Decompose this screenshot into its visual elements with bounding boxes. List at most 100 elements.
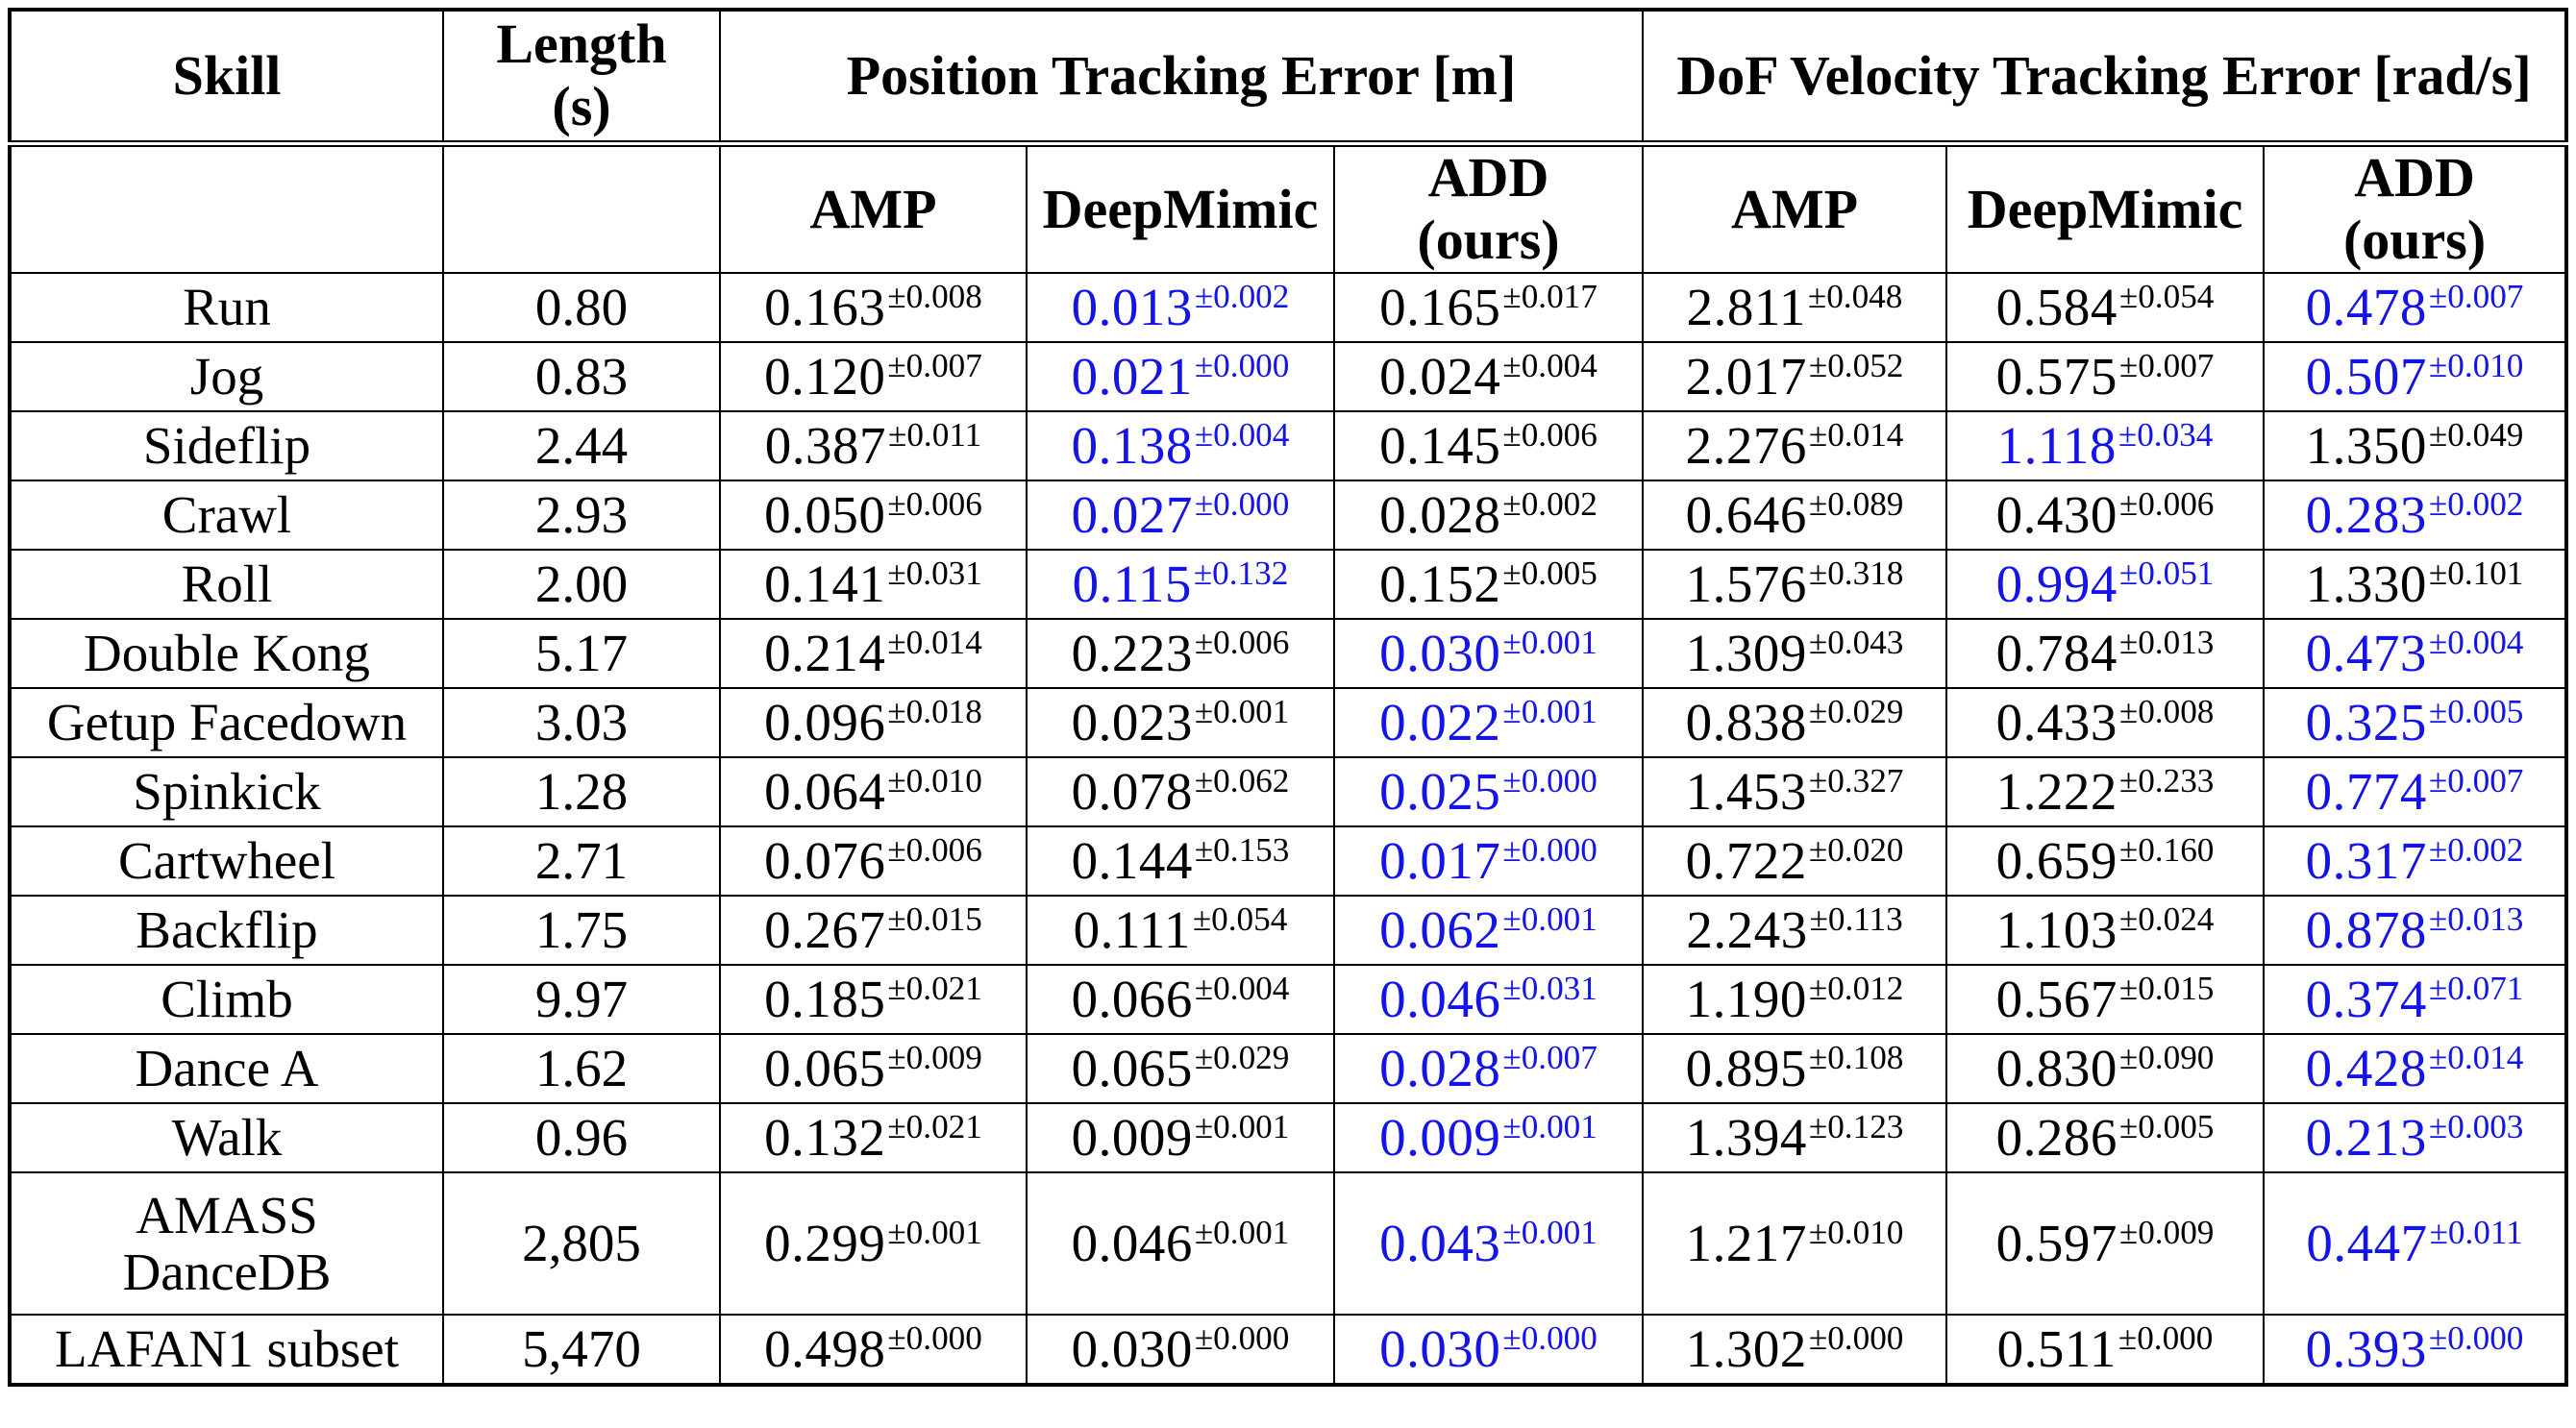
header-vel-add-line1: ADD [2354,146,2475,209]
value-stddev: ±0.004 [1194,970,1290,1007]
value-number: 0.646 [1685,485,1807,545]
value-stddev: ±0.006 [2118,485,2215,523]
value-stddev: ±0.006 [887,831,982,869]
cell-vel-amp: 2.276±0.014 [1642,410,1948,481]
cell-pos-amp: 0.050±0.006 [719,480,1028,551]
value-stddev: ±0.004 [2428,624,2524,661]
value-number: 0.267 [764,900,886,960]
value-number: 0.013 [1071,278,1193,337]
value-number: 1.330 [2305,554,2427,614]
header-vel-add-line2: (ours) [2342,209,2487,271]
value-number: 0.078 [1071,762,1193,822]
cell-pos-amp: 0.498±0.000 [719,1314,1028,1386]
cell-vel-amp: 1.302±0.000 [1642,1314,1948,1386]
cell-vel-deepmimic: 1.103±0.024 [1945,895,2266,966]
value-stddev: ±0.004 [1194,416,1290,454]
value-number: 0.511 [1996,1319,2117,1379]
cell-pos-amp: 0.065±0.009 [719,1033,1028,1104]
header-pos-amp: AMP [719,142,1028,274]
header-skill: Skill [9,9,444,147]
value-stddev: ±0.031 [1502,970,1598,1007]
cell-vel-amp: 2.017±0.052 [1642,341,1948,412]
cell-vel-add: 0.374±0.071 [2263,964,2568,1035]
value-number: 0.017 [1379,831,1501,891]
value-stddev: ±0.006 [887,485,982,523]
header-pos-add-line1: ADD [1427,146,1549,209]
cell-pos-add: 0.028±0.002 [1332,480,1645,551]
table-row: AMASS DanceDB 2,805 0.299±0.001 0.046±0.… [9,1171,2568,1316]
value-stddev: ±0.010 [887,762,982,800]
value-number: 0.009 [1379,1108,1501,1168]
value-stddev: ±0.001 [1502,624,1598,661]
value-number: 0.043 [1379,1214,1501,1273]
header-row-groups: Skill Length (s) Position Tracking Error… [9,9,2568,147]
cell-pos-deepmimic: 0.046±0.001 [1026,1171,1335,1316]
value-number: 0.478 [2305,278,2427,337]
value-number: 0.096 [764,693,886,752]
cell-vel-add: 0.317±0.002 [2263,825,2568,897]
header-row-methods: AMP DeepMimic ADD (ours) AMP DeepMimic A… [9,142,2568,274]
value-number: 2.276 [1685,416,1807,476]
cell-pos-deepmimic: 0.021±0.000 [1026,341,1335,412]
skill-cell: Crawl [9,480,444,551]
value-stddev: ±0.008 [887,278,982,315]
header-velocity-group: DoF Velocity Tracking Error [rad/s] [1642,9,2568,147]
cell-vel-amp: 2.811±0.048 [1642,272,1948,343]
table-row: Getup Facedown 3.03 0.096±0.018 0.023±0.… [9,687,2568,758]
value-number: 0.115 [1072,554,1192,614]
value-number: 0.213 [2305,1108,2427,1168]
cell-pos-amp: 0.120±0.007 [719,341,1028,412]
value-stddev: ±0.001 [1194,693,1290,730]
cell-vel-add: 0.473±0.004 [2263,618,2568,689]
value-number: 0.286 [1995,1108,2118,1168]
table-row: Backflip 1.75 0.267±0.015 0.111±0.054 0.… [9,895,2568,966]
value-stddev: ±0.011 [888,416,982,454]
cell-vel-amp: 1.309±0.043 [1642,618,1948,689]
value-stddev: ±0.001 [1194,1214,1290,1251]
value-number: 0.046 [1071,1214,1193,1273]
value-stddev: ±0.007 [887,347,982,384]
value-number: 0.024 [1379,347,1501,406]
value-stddev: ±0.000 [2428,1319,2524,1357]
value-number: 0.597 [1995,1214,2118,1273]
value-number: 0.050 [764,485,886,545]
value-number: 0.163 [764,278,886,337]
value-stddev: ±0.001 [887,1214,982,1251]
cell-pos-deepmimic: 0.027±0.000 [1026,480,1335,551]
table-row: Roll 2.00 0.141±0.031 0.115±0.132 0.152±… [9,549,2568,620]
value-stddev: ±0.006 [1502,416,1598,454]
length-cell: 1.62 [442,1033,721,1104]
cell-vel-add: 0.447±0.011 [2263,1171,2568,1316]
cell-pos-add: 0.165±0.017 [1332,272,1645,343]
value-number: 1.453 [1685,762,1807,822]
skill-cell: Getup Facedown [9,687,444,758]
value-number: 0.659 [1995,831,2118,891]
length-cell: 5.17 [442,618,721,689]
cell-vel-deepmimic: 0.659±0.160 [1945,825,2266,897]
value-number: 0.030 [1379,624,1501,683]
cell-vel-deepmimic: 1.222±0.233 [1945,756,2266,827]
value-stddev: ±0.014 [2428,1039,2524,1076]
cell-pos-add: 0.025±0.000 [1332,756,1645,827]
header-vel-deepmimic: DeepMimic [1945,142,2266,274]
header-length-line1: Length [496,12,667,76]
cell-pos-add: 0.046±0.031 [1332,964,1645,1035]
header-empty-skill [9,142,444,274]
value-stddev: ±0.000 [1194,485,1290,523]
value-number: 0.575 [1995,347,2118,406]
value-number: 0.030 [1071,1319,1193,1379]
skill-cell: Run [9,272,444,343]
table-row: Run 0.80 0.163±0.008 0.013±0.002 0.165±0… [9,272,2568,343]
value-stddev: ±0.089 [1808,485,1904,523]
cell-pos-add: 0.009±0.001 [1332,1102,1645,1173]
value-stddev: ±0.000 [2118,1319,2214,1357]
cell-pos-amp: 0.185±0.021 [719,964,1028,1035]
cell-pos-amp: 0.163±0.008 [719,272,1028,343]
value-number: 0.722 [1685,831,1807,891]
cell-vel-amp: 0.895±0.108 [1642,1033,1948,1104]
length-cell: 9.97 [442,964,721,1035]
header-position-group: Position Tracking Error [m] [718,9,1645,147]
value-number: 0.584 [1995,278,2118,337]
value-number: 2.017 [1685,347,1807,406]
value-number: 0.022 [1379,693,1501,752]
